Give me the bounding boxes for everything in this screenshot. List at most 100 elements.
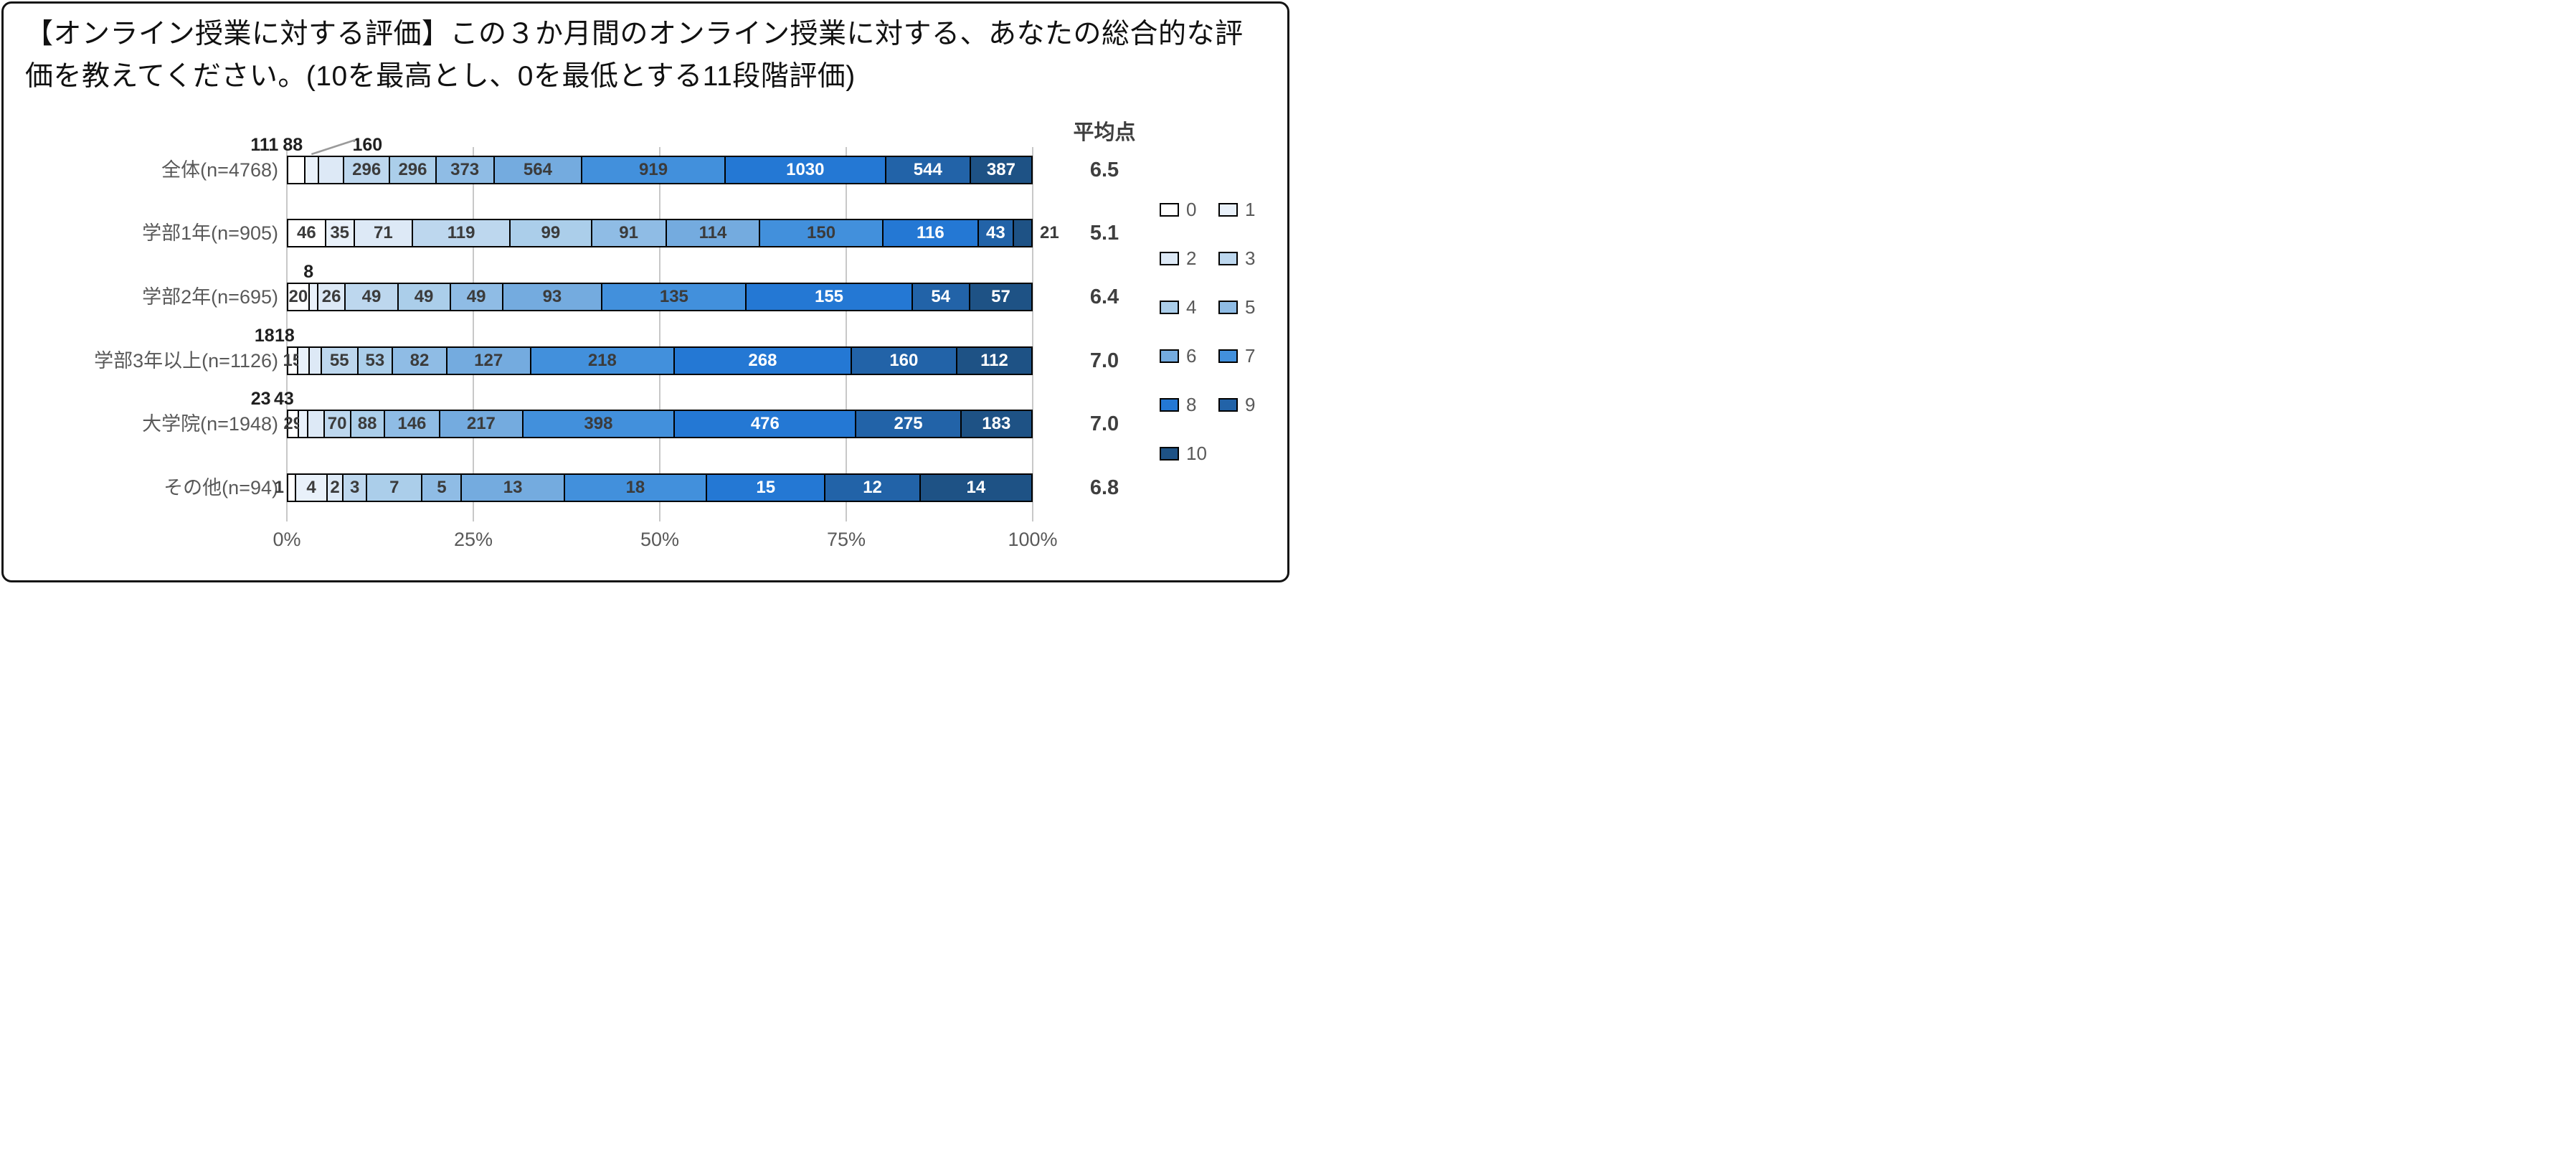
bar-segment-label: 114 bbox=[699, 223, 727, 242]
bar-segment: 112 bbox=[957, 348, 1031, 374]
bar-segment bbox=[288, 475, 297, 501]
bar-segment-label: 12 bbox=[863, 478, 882, 497]
row-label: 学部3年以上(n=1126) bbox=[94, 350, 278, 372]
bar-segment-label: 46 bbox=[296, 223, 316, 242]
legend-swatch bbox=[1218, 251, 1238, 265]
bar-segment-label: 54 bbox=[931, 287, 951, 306]
bar-segment-label: 18 bbox=[625, 478, 645, 497]
mean-value: 6.8 bbox=[1089, 476, 1119, 499]
legend-swatch bbox=[1160, 397, 1179, 412]
bar-segment: 15 bbox=[283, 348, 302, 374]
bar-segment bbox=[298, 348, 311, 374]
legend-item: 4 bbox=[1160, 296, 1196, 318]
bar-segment: 57 bbox=[970, 284, 1031, 310]
bar-row-track: 46 35 71 119 99 91 114 150 116 43 21 bbox=[287, 219, 1059, 247]
bar-segment-label: 93 bbox=[542, 287, 562, 306]
legend-label: 7 bbox=[1245, 345, 1256, 367]
callout-label: 111 bbox=[250, 135, 279, 155]
bar-segment-label: 296 bbox=[398, 160, 427, 179]
bar-segment: 296 bbox=[344, 157, 391, 183]
callout-label: 23 bbox=[250, 389, 271, 409]
bar-segment bbox=[288, 157, 306, 183]
legend-item: 5 bbox=[1218, 296, 1255, 318]
bar-segment-label: 49 bbox=[361, 287, 382, 306]
legend-swatch bbox=[1160, 446, 1179, 460]
bar-segment-label: 2 bbox=[330, 478, 340, 497]
x-tick-label: 25% bbox=[453, 529, 493, 550]
bar-segment-label: 544 bbox=[913, 160, 942, 179]
bar-row-track: 29 70 88 146 217 398 476 275 183 bbox=[283, 410, 1033, 438]
bar-segment-label: 15 bbox=[756, 478, 776, 497]
bar-segment: 14 bbox=[920, 475, 1031, 501]
bar-segment: 398 bbox=[523, 411, 676, 437]
grid-line bbox=[659, 147, 660, 521]
bar-row-track: 15 55 53 82 127 218 268 160 112 bbox=[283, 346, 1033, 375]
bar-segment-label: 112 bbox=[980, 351, 1008, 370]
bar-segment: 49 bbox=[398, 284, 451, 310]
bar-segment: 387 bbox=[970, 157, 1031, 183]
bar-segment: 35 bbox=[326, 220, 355, 246]
mean-column-header: 平均点 bbox=[1073, 121, 1136, 144]
bar-segment-label: 146 bbox=[397, 414, 427, 433]
bar-segment: 7 bbox=[367, 475, 423, 501]
bar-segment: 12 bbox=[825, 475, 921, 501]
callout-label: 43 bbox=[273, 389, 294, 409]
bar-segment: 4 bbox=[296, 475, 328, 501]
legend-label: 2 bbox=[1186, 247, 1197, 269]
x-tick-label: 0% bbox=[273, 529, 301, 550]
outside-label: 1 bbox=[274, 478, 284, 497]
chart-frame: 【オンライン授業に対する評価】この３か月間のオンライン授業に対する、あなたの総合… bbox=[1, 1, 1289, 582]
bar-segment: 99 bbox=[511, 220, 592, 246]
row-label: 学部1年(n=905) bbox=[142, 222, 278, 244]
legend-swatch bbox=[1160, 300, 1179, 314]
bar-segment: 5 bbox=[422, 475, 463, 501]
bar-segment: 146 bbox=[384, 411, 441, 437]
mean-value: 5.1 bbox=[1089, 222, 1119, 245]
bar-segment: 275 bbox=[856, 411, 962, 437]
x-tick-label: 75% bbox=[826, 529, 866, 550]
bar-segment: 26 bbox=[318, 284, 346, 310]
mean-value: 6.5 bbox=[1089, 159, 1119, 181]
outside-label: 21 bbox=[1040, 223, 1059, 242]
legend-item: 0 bbox=[1160, 199, 1196, 220]
grid-line bbox=[1032, 147, 1033, 521]
x-tick-label: 50% bbox=[640, 529, 680, 550]
mean-value: 7.0 bbox=[1089, 349, 1119, 372]
bar-segment-label: 183 bbox=[982, 414, 1011, 433]
bar-segment: 46 bbox=[288, 220, 326, 246]
bar-segment-label: 116 bbox=[916, 223, 944, 242]
bar-segment-label: 49 bbox=[414, 287, 434, 306]
legend-item: 10 bbox=[1160, 443, 1207, 464]
mean-value: 7.0 bbox=[1089, 412, 1119, 435]
bar-segment-label: 127 bbox=[474, 351, 503, 370]
legend-swatch bbox=[1218, 397, 1238, 412]
bar-segment-label: 70 bbox=[327, 414, 347, 433]
bar-segment-label: 218 bbox=[587, 351, 617, 370]
row-label: 大学院(n=1948) bbox=[142, 413, 278, 435]
bar-segment-label: 919 bbox=[639, 160, 668, 179]
bar-segment-label: 296 bbox=[352, 160, 382, 179]
legend-item: 1 bbox=[1218, 199, 1255, 220]
bar-segment bbox=[308, 411, 325, 437]
legend-swatch bbox=[1160, 251, 1179, 265]
callout-label: 18 bbox=[254, 326, 275, 346]
legend-item: 7 bbox=[1218, 345, 1255, 367]
bar-segment-label: 1030 bbox=[786, 160, 825, 179]
bar-segment-label: 275 bbox=[894, 414, 923, 433]
bar-segment-label: 35 bbox=[330, 223, 350, 242]
bar-segment: 49 bbox=[346, 284, 399, 310]
bar-segment: 155 bbox=[747, 284, 913, 310]
bar-segment: 3 bbox=[344, 475, 368, 501]
legend-swatch bbox=[1218, 202, 1238, 217]
bar-segment-label: 26 bbox=[321, 287, 341, 306]
legend-label: 10 bbox=[1186, 443, 1207, 464]
bar-segment-label: 71 bbox=[374, 223, 393, 242]
bar-segment: 88 bbox=[351, 411, 385, 437]
grid-line bbox=[846, 147, 847, 521]
legend-item: 6 bbox=[1160, 345, 1196, 367]
bar-segment-label: 160 bbox=[889, 351, 919, 370]
row-label: その他(n=94) bbox=[164, 477, 278, 499]
bar-segment: 919 bbox=[582, 157, 726, 183]
bar-segment: 116 bbox=[883, 220, 979, 246]
bar-segment: 53 bbox=[358, 348, 394, 374]
